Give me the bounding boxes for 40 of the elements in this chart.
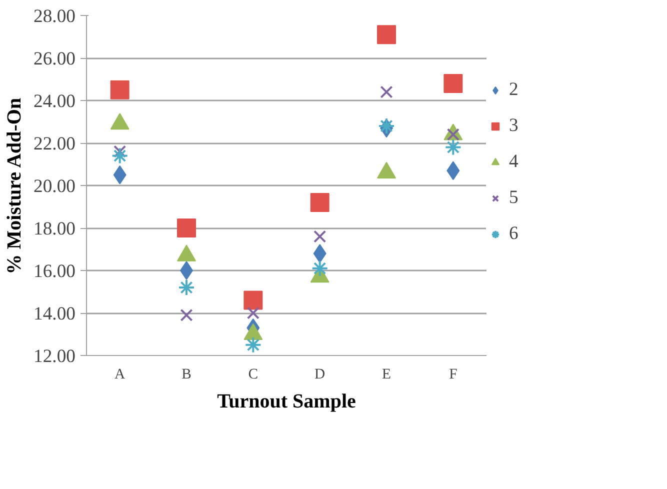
- point: [180, 308, 193, 322]
- x-tick-label: B: [182, 366, 192, 382]
- legend-label: 3: [509, 115, 520, 137]
- y-tick-label: 20.00: [34, 176, 76, 197]
- y-axis-title: % Moisture Add-On: [4, 98, 26, 274]
- legend-label: 6: [509, 223, 520, 245]
- y-tick-label: 22.00: [34, 134, 76, 154]
- y-tick-label: 12.00: [34, 346, 76, 367]
- point: [444, 138, 462, 156]
- point: [178, 279, 195, 296]
- y-tick-label: 16.00: [34, 261, 76, 282]
- point: [310, 193, 330, 212]
- y-tick-label: 26.00: [34, 48, 76, 70]
- legend-label: 2: [509, 79, 520, 101]
- legend-label: 5: [509, 187, 520, 209]
- point: [378, 118, 395, 134]
- legend-label: 4: [509, 151, 520, 173]
- point: [246, 306, 260, 320]
- point: [444, 74, 463, 93]
- x-tick-label: A: [114, 366, 126, 382]
- x-tick-label: F: [449, 366, 458, 382]
- y-tick-label: 28.00: [34, 6, 76, 27]
- point: [111, 147, 128, 164]
- y-tick-label: 18.00: [34, 218, 76, 240]
- x-tick-label: C: [248, 366, 258, 382]
- y-tick-label: 14.00: [34, 304, 76, 324]
- x-axis-title: Turnout Sample: [217, 390, 356, 412]
- point: [311, 260, 328, 277]
- point: [177, 218, 196, 238]
- point: [110, 80, 130, 100]
- point: [377, 25, 396, 44]
- point: [313, 244, 326, 263]
- x-tick-label: E: [382, 366, 392, 382]
- point: [244, 336, 262, 354]
- point: [380, 86, 393, 98]
- point: [244, 290, 263, 310]
- x-tick-label: D: [314, 366, 326, 382]
- point: [314, 230, 326, 243]
- y-tick-label: 24.00: [34, 91, 76, 112]
- point: [114, 145, 126, 158]
